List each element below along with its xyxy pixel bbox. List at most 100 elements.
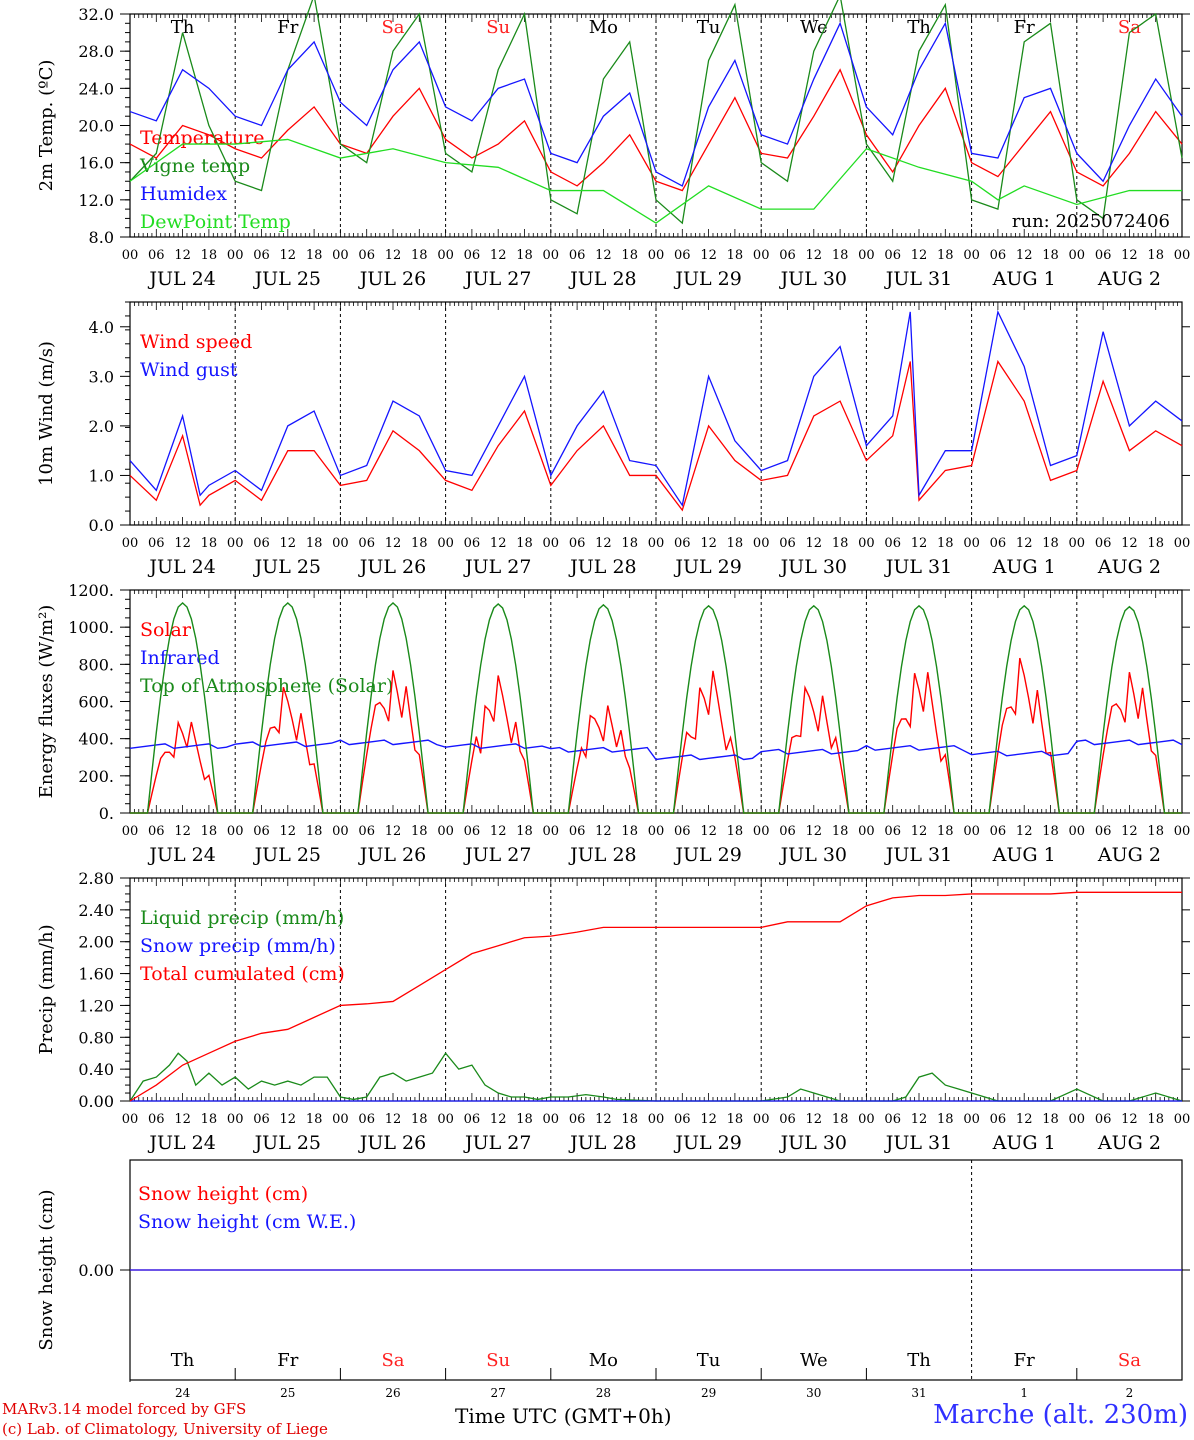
hour-tick-label: 12 (595, 1112, 612, 1127)
hour-tick-label: 06 (674, 1112, 691, 1127)
day-name-label: Fr (1014, 1350, 1035, 1371)
hour-tick-label: 18 (1042, 536, 1059, 551)
day-name-label: Su (486, 1350, 510, 1371)
panel-1: 00 06 12 18 00 06 12 18 00 06 12 18 00 06 12 18 00 06 12 18… (36, 0, 1190, 290)
hour-tick-label: 12 (1016, 248, 1033, 263)
hour-tick-label: 18 (937, 824, 954, 839)
hour-tick-label: 00 (332, 1112, 349, 1127)
hour-tick-label: 06 (253, 824, 270, 839)
date-label: JUL 28 (568, 268, 636, 290)
date-label: JUL 25 (253, 1132, 321, 1154)
hour-tick-label: 18 (201, 248, 218, 263)
hour-tick-label: 12 (385, 248, 402, 263)
hour-tick-label: 12 (806, 248, 823, 263)
y-axis-label: 10m Wind (m/s) (36, 341, 57, 486)
date-label: JUL 28 (568, 844, 636, 866)
hour-tick-label: 18 (1147, 824, 1164, 839)
date-label: AUG 1 (992, 268, 1056, 290)
series-line (129, 68, 1183, 192)
hour-tick-label: 18 (621, 248, 638, 263)
hour-tick-label: 06 (674, 824, 691, 839)
hour-tick-label: 00 (227, 248, 244, 263)
date-label: AUG 2 (1097, 556, 1161, 578)
hour-tick-label: 06 (358, 536, 375, 551)
date-label: JUL 26 (358, 1132, 426, 1154)
hour-tick-label: 12 (385, 824, 402, 839)
hour-tick-label: 12 (700, 248, 717, 263)
date-label: JUL 24 (147, 556, 215, 578)
hour-tick-label: 06 (569, 824, 586, 839)
date-label: JUL 31 (884, 556, 952, 578)
hour-tick-label: 18 (201, 536, 218, 551)
hour-tick-label: 18 (832, 248, 849, 263)
panel-frame (129, 301, 1183, 526)
hour-tick-label: 00 (858, 536, 875, 551)
y-tick-label: 800. (78, 655, 114, 674)
date-label: AUG 2 (1097, 844, 1161, 866)
series-line (129, 359, 1183, 512)
y-tick-label: 1.60 (78, 965, 114, 984)
y-tick-label: 3.0 (89, 367, 114, 386)
day-name-label: Fr (1014, 17, 1035, 38)
day-name-label: Th (907, 1350, 931, 1371)
hour-tick-label: 00 (1069, 824, 1086, 839)
series-line (129, 138, 1182, 224)
hour-tick-label: 12 (595, 536, 612, 551)
y-tick-label: 0.80 (78, 1028, 114, 1047)
day-name-label: Fr (277, 17, 298, 38)
run-label: run: 2025072406 (1012, 211, 1170, 232)
hour-tick-label: 18 (621, 536, 638, 551)
hour-tick-label: 18 (832, 824, 849, 839)
date-label: JUL 29 (673, 844, 741, 866)
panel-5: 0.00 Snow height (cm) Snow height (cm) Snow… (36, 1159, 1190, 1400)
hour-tick-label: 00 (543, 1112, 560, 1127)
date-label: JUL 26 (358, 268, 426, 290)
date-label: JUL 25 (253, 556, 321, 578)
day-number-label: 28 (596, 1386, 611, 1400)
day-number-label: 30 (806, 1386, 821, 1400)
day-number-label: 31 (911, 1386, 926, 1400)
hour-tick-label: 06 (464, 248, 481, 263)
hour-tick-label: 18 (306, 824, 323, 839)
hour-tick-label: 00 (1174, 536, 1191, 551)
day-name-label: Th (171, 17, 195, 38)
day-name-label: Th (907, 17, 931, 38)
hour-tick-label: 12 (595, 248, 612, 263)
hour-tick-label: 18 (727, 824, 744, 839)
day-number-label: 27 (491, 1386, 506, 1400)
hour-tick-label: 12 (385, 1112, 402, 1127)
y-tick-label: 0.0 (89, 516, 114, 535)
date-label: JUL 29 (673, 1132, 741, 1154)
hour-tick-label: 06 (358, 248, 375, 263)
y-tick-label: 0.00 (78, 1092, 114, 1111)
hour-tick-label: 12 (280, 824, 297, 839)
legend-entry: DewPoint Temp (140, 211, 291, 233)
legend-entry: Snow height (cm W.E.) (138, 1211, 356, 1233)
day-name-label: Su (486, 17, 510, 38)
legend-entry: Infrared (140, 647, 220, 669)
hour-tick-label: 12 (1016, 1112, 1033, 1127)
day-number-label: 1 (1020, 1386, 1028, 1400)
date-label: JUL 30 (779, 1132, 847, 1154)
hour-tick-label: 00 (543, 536, 560, 551)
hour-tick-label: 18 (306, 1112, 323, 1127)
date-label: JUL 30 (779, 844, 847, 866)
y-tick-label: 4.0 (89, 318, 114, 337)
y-tick-label: 8.0 (89, 228, 114, 247)
hour-tick-label: 00 (543, 824, 560, 839)
date-label: JUL 31 (884, 268, 952, 290)
hour-tick-label: 12 (806, 824, 823, 839)
hour-tick-label: 00 (963, 824, 980, 839)
y-tick-label: 1200. (68, 581, 114, 600)
hour-tick-label: 00 (858, 824, 875, 839)
panel-frame (129, 13, 1183, 238)
y-tick-label: 16.0 (78, 154, 114, 173)
day-name-label: We (800, 1350, 828, 1371)
hour-tick-label: 06 (464, 536, 481, 551)
y-tick-label: 28.0 (78, 42, 114, 61)
hour-tick-label: 00 (1069, 536, 1086, 551)
hour-tick-label: 18 (832, 536, 849, 551)
hour-tick-label: 00 (122, 1112, 139, 1127)
hour-tick-label: 06 (1095, 824, 1112, 839)
hour-tick-label: 00 (753, 248, 770, 263)
